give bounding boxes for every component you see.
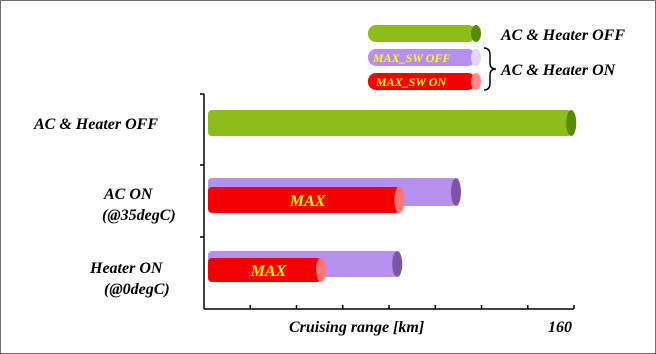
bar-sw-off-row2-cap <box>392 251 403 277</box>
bars <box>208 110 577 282</box>
bar-sw-on-row1 <box>208 187 405 213</box>
legend-group-label: AC & Heater ON <box>500 62 617 79</box>
legend-inner-sw-off: MAX_SW OFF <box>372 51 450 65</box>
category-label-ac-temp: (@35degC) <box>102 207 176 224</box>
legend-inner-sw-on: MAX_SW ON <box>375 75 447 89</box>
legend: AC & Heater OFF MAX_SW OFF MAX_SW ON AC … <box>368 25 625 91</box>
category-label-heater: Heater ON <box>89 260 164 277</box>
category-label-off: AC & Heater OFF <box>33 116 158 133</box>
bar-sw-on-row2-cap <box>316 258 327 282</box>
legend-swatch-sw-off-cap <box>471 49 481 66</box>
bar-off-row0-cap <box>566 110 577 136</box>
legend-entry-sw-off: MAX_SW OFF <box>368 49 481 66</box>
bar-sw-on-row2-body <box>208 258 322 282</box>
bar-off-row0-body <box>208 110 572 136</box>
legend-label-off: AC & Heater OFF <box>500 27 625 44</box>
bar-sw-off-row1-cap <box>450 178 461 206</box>
legend-swatch-sw-off <box>368 49 476 66</box>
category-labels: AC & Heater OFF AC ON (@35degC) Heater O… <box>33 116 176 298</box>
category-label-heater-temp: (@0degC) <box>104 281 170 298</box>
legend-swatch-off <box>368 25 476 42</box>
legend-swatch-sw-on-cap <box>471 73 481 90</box>
bar-off-row0 <box>208 110 577 136</box>
category-label-ac: AC ON <box>103 186 154 203</box>
legend-entry-sw-on: MAX_SW ON <box>368 73 481 90</box>
bar-label-max-ac: MAX <box>289 193 326 210</box>
legend-swatch-sw-on <box>368 73 476 90</box>
legend-entry-off: AC & Heater OFF <box>368 25 625 44</box>
legend-swatch-off-cap <box>471 25 481 42</box>
legend-brace <box>483 47 497 91</box>
bar-label-max-heater: MAX <box>250 263 287 280</box>
x-axis: 160 Cruising range [km] <box>200 93 575 336</box>
x-tick-label-160: 160 <box>548 319 572 336</box>
bar-sw-on-row1-cap <box>394 187 405 213</box>
x-ticks <box>249 305 575 309</box>
bar-sw-on-row1-body <box>208 187 400 213</box>
x-axis-label: Cruising range [km] <box>289 319 424 336</box>
bar-sw-on-row2 <box>208 258 327 282</box>
